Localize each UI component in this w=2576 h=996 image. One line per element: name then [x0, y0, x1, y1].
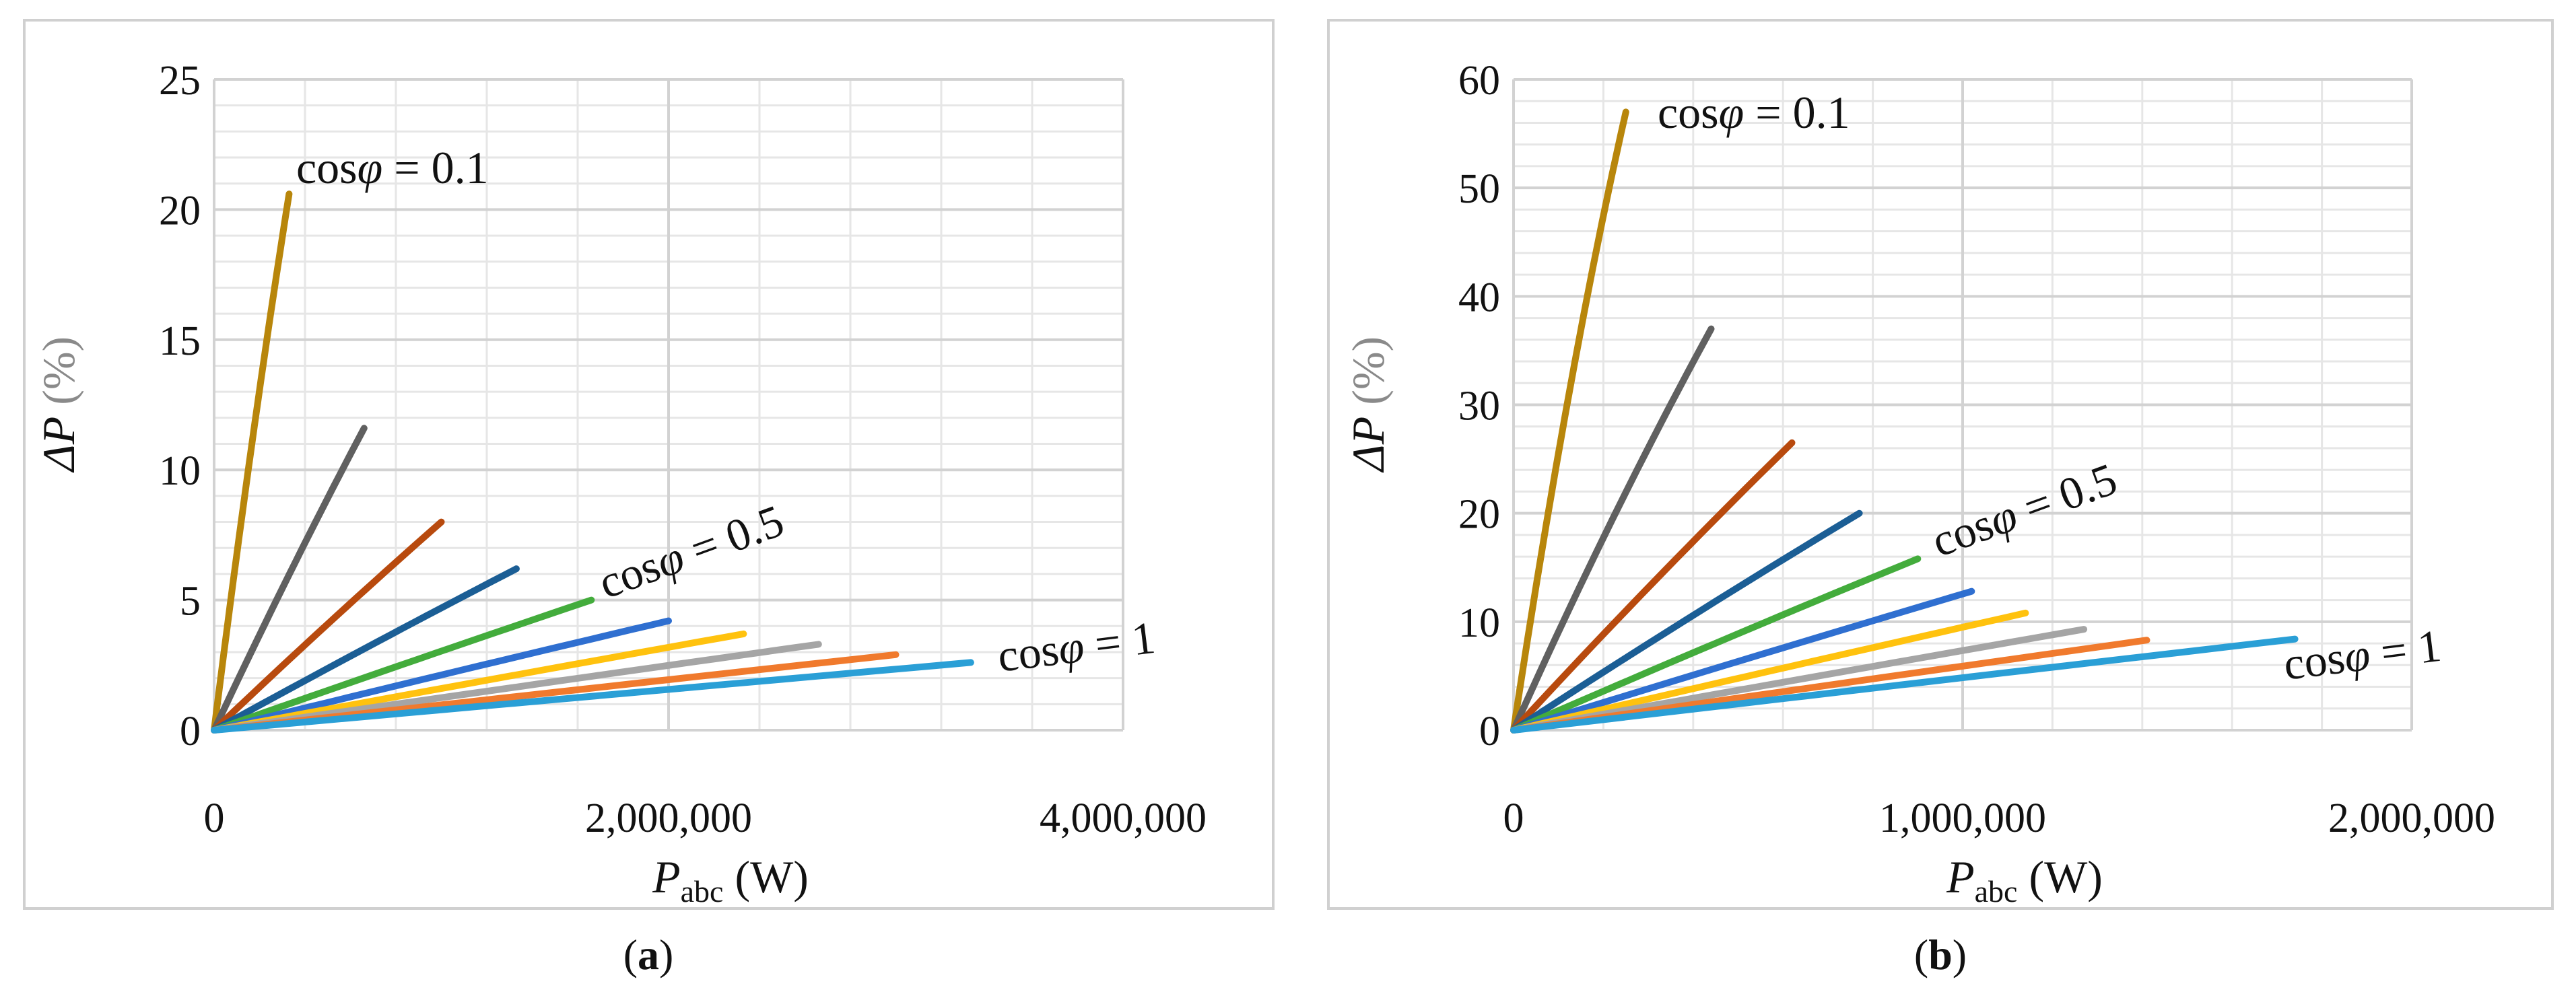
panel-b-x-tick-labels: 0 1,000,000 2,000,000 — [1503, 795, 2496, 841]
panel-a-series-line-10 — [211, 659, 974, 734]
panel-b-annotation-3: cosφ = 1 — [2281, 620, 2444, 690]
panel-a-y-tick-label: 20 — [159, 188, 201, 234]
panel-b-y-tick-label: 0 — [1479, 709, 1500, 754]
panel-b-y-axis-title: ΔP (%) — [1343, 336, 1394, 473]
panel-a-y-tick-labels: 0 5 10 15 20 25 — [159, 58, 201, 754]
panel-a-series-line-4 — [211, 565, 520, 734]
panel-a-frame — [23, 19, 1275, 910]
panel-a-x-tick-label: 2,000,000 — [585, 795, 752, 841]
panel-a-x-tick-labels: 0 2,000,000 4,000,000 — [204, 795, 1207, 841]
panel-b-series-line-10 — [1510, 635, 2299, 734]
panel-a-x-tick-label: 4,000,000 — [1040, 795, 1207, 841]
panel-a-x-tick-label: 0 — [204, 795, 225, 841]
panel-a-y-tick-label: 10 — [159, 448, 201, 494]
panel-a-series-line-7 — [211, 630, 747, 734]
panel-b-x-tick-label: 1,000,000 — [1879, 795, 2046, 841]
panel-b-y-tick-label: 40 — [1458, 275, 1500, 320]
panel-b-series-line-6 — [1510, 588, 1975, 734]
panel-b-x-axis-title: Pabc (W) — [1946, 851, 2103, 909]
panel-a-y-axis-title: ΔP (%) — [33, 336, 84, 473]
panel-b-caption: (b) — [1914, 931, 1967, 979]
panel-a-x-axis-title: Pabc (W) — [652, 851, 809, 909]
panel-b-series-line-3 — [1510, 439, 1796, 734]
panel-b-series-line-5 — [1510, 555, 1922, 734]
panel-b-major-grid — [1512, 78, 2413, 732]
panel-b-x-tick-label: 0 — [1503, 795, 1524, 841]
panel-a: 0 5 10 15 20 25 0 2,000,000 4,000,000 Pabc (W) ΔP … — [23, 19, 1275, 979]
panel-b-y-tick-label: 30 — [1458, 384, 1500, 429]
panel-a-y-tick-label: 0 — [180, 709, 201, 754]
panel-b-series — [1510, 108, 2299, 734]
panel-a-y-tick-label: 5 — [180, 579, 201, 625]
panel-a-series-line-2 — [211, 425, 368, 734]
panel-a-series-line-6 — [211, 617, 672, 734]
panel-b-series-line-1 — [1510, 108, 1629, 734]
panel-b-y-tick-label: 20 — [1458, 492, 1500, 538]
panel-b-series-line-2 — [1510, 325, 1715, 734]
panel-a-y-tick-label: 25 — [159, 58, 201, 104]
panel-a-annotation-3: cosφ = 1 — [995, 612, 1158, 682]
panel-b-y-tick-labels: 0 10 20 30 40 50 60 — [1458, 58, 1500, 754]
panel-b-series-line-7 — [1510, 609, 2029, 734]
panel-a-y-tick-label: 15 — [159, 318, 201, 364]
panel-b-annotation-1: cosφ = 0.1 — [1658, 87, 1850, 138]
panel-a-major-grid — [213, 78, 1124, 732]
panel-b-series-line-4 — [1510, 509, 1863, 734]
panel-a-annotation-1: cosφ = 0.1 — [296, 142, 489, 193]
panel-a-series-line-1 — [211, 190, 293, 734]
panel-a-series — [211, 190, 974, 734]
panel-b-x-tick-label: 2,000,000 — [2328, 795, 2495, 841]
panel-b-plot: 0 10 20 30 40 50 60 0 1,000,000 2,000,000 Pabc (W)… — [1343, 58, 2495, 909]
panel-b-y-tick-label: 60 — [1458, 58, 1500, 104]
panel-a-series-line-3 — [211, 518, 445, 734]
panel-a-caption: (a) — [623, 931, 674, 979]
panel-b-y-tick-label: 10 — [1458, 600, 1500, 646]
panel-b: 0 10 20 30 40 50 60 0 1,000,000 2,000,000 Pabc (W)… — [1327, 19, 2554, 979]
panel-b-frame — [1327, 19, 2554, 910]
panel-a-series-line-5 — [211, 596, 595, 734]
panel-b-y-tick-label: 50 — [1458, 166, 1500, 212]
